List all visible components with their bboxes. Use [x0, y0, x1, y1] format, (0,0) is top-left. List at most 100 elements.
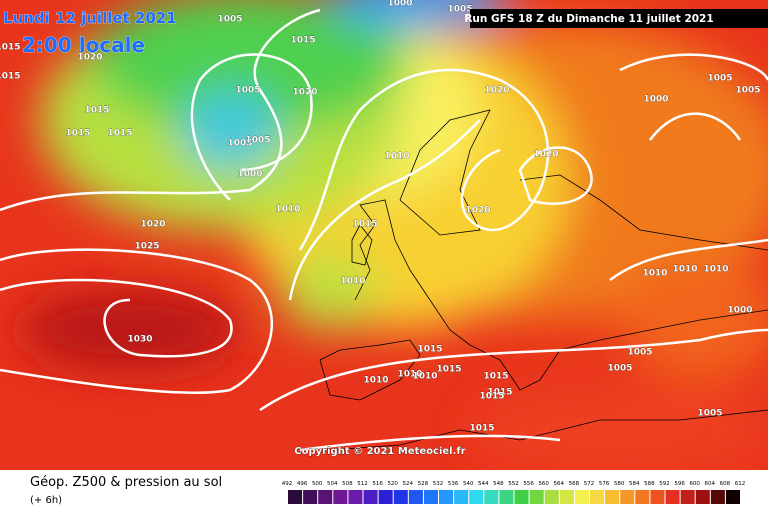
scale-swatch: [590, 490, 605, 504]
scale-swatch: [650, 490, 665, 504]
run-info: Run GFS 18 Z du Dimanche 11 juillet 2021: [464, 13, 713, 25]
field: 1005 1000 1005 1015 1020 1015 1015 1005 1020 1015…: [0, 0, 768, 470]
scale-swatch: [680, 490, 695, 504]
scale-swatch: [695, 490, 710, 504]
scale-swatch: [529, 490, 544, 504]
scale-label: 564: [554, 481, 565, 487]
isobar-label: 1025: [134, 242, 159, 252]
scale-swatch: [665, 490, 680, 504]
isobar-label: 1020: [292, 88, 317, 98]
isobar-label: 1000: [237, 170, 262, 180]
scale-label: 576: [599, 481, 610, 487]
isobar-label: 1010: [275, 205, 300, 215]
scale-label: 536: [448, 481, 459, 487]
scale-swatch: [484, 490, 499, 504]
isobar-label: 1010: [703, 265, 728, 275]
scale-swatch: [635, 490, 650, 504]
scale-swatch: [333, 490, 348, 504]
isobar-label: 1005: [245, 136, 270, 146]
scale-swatch: [318, 490, 333, 504]
scale-swatch: [408, 490, 423, 504]
isobar-label: 1015: [84, 106, 109, 116]
scale-swatch: [544, 490, 559, 504]
isobar-label: 1005: [735, 86, 760, 96]
scale-label: 512: [357, 481, 368, 487]
scale-swatch: [423, 490, 438, 504]
scale-swatch: [363, 490, 378, 504]
isobar-label: 1005: [227, 139, 252, 149]
scale-label: 596: [674, 481, 685, 487]
scale-label: 528: [418, 481, 429, 487]
isobar-label: 1010: [642, 269, 667, 279]
scale-swatch: [710, 490, 725, 504]
scale-swatch: [469, 490, 484, 504]
isobar-label: 1010: [363, 376, 388, 386]
scale-label: 580: [614, 481, 625, 487]
isobar-label: 1015: [436, 365, 461, 375]
scale-swatch: [454, 490, 469, 504]
scale-label: 592: [659, 481, 670, 487]
date: Lundi 12 juillet 2021: [3, 9, 177, 27]
scale-label: 516: [372, 481, 383, 487]
isobar-label: 1010: [412, 372, 437, 382]
isobar-label: 1005: [707, 74, 732, 84]
legend-title: Géop. Z500 & pression au sol: [30, 475, 222, 490]
isobar-label: 1005: [447, 5, 472, 15]
copyright: Copyright © 2021 Meteociel.fr: [294, 446, 465, 457]
scale-label: 500: [312, 481, 323, 487]
scale-swatch: [514, 490, 529, 504]
isobar-label: 1000: [727, 306, 752, 316]
scale-label: 588: [644, 481, 655, 487]
scale-label: 504: [327, 481, 338, 487]
scale-label: 496: [297, 481, 308, 487]
isobar-label: 1005: [235, 86, 260, 96]
isobar-label: 1020: [465, 206, 490, 216]
isobar-label: 1005: [217, 15, 242, 25]
isobar-label: 1015: [65, 129, 90, 139]
isobar-label: 1010: [340, 277, 365, 287]
scale-label: 520: [387, 481, 398, 487]
scale-label: 560: [538, 481, 549, 487]
isobar-label: 1015: [469, 424, 494, 434]
scale-label: 552: [508, 481, 519, 487]
isobar-label: 1020: [77, 53, 102, 63]
isobar-label: 1010: [384, 152, 409, 162]
isobar-label: 1015: [483, 372, 508, 382]
coastlines: [319, 109, 768, 451]
scale-swatch: [378, 490, 393, 504]
scale-label: 572: [584, 481, 595, 487]
isobar-label: 1010: [672, 265, 697, 275]
scale-label: 492: [282, 481, 293, 487]
isobar-label: 1015: [479, 392, 504, 402]
scale-label: 524: [403, 481, 414, 487]
scale-swatch: [393, 490, 408, 504]
scale-label: 600: [689, 481, 700, 487]
scale-label: 568: [569, 481, 580, 487]
scale-label: 540: [463, 481, 474, 487]
run-box: [470, 9, 768, 28]
isobar-label: 1015: [0, 43, 21, 53]
scale-swatch: [559, 490, 574, 504]
color-scale: 492 496 500 504 508 512 516 520 524 528 532 536 540 5…: [282, 481, 746, 504]
isobar-label: 1000: [387, 0, 412, 9]
isobar-label: 1030: [127, 335, 152, 345]
scale-label: 612: [735, 481, 746, 487]
scale-swatch: [439, 490, 454, 504]
scale-swatch: [303, 490, 318, 504]
scale-label: 608: [720, 481, 731, 487]
isobar-label: 1005: [627, 348, 652, 358]
isobar-label: 1015: [417, 345, 442, 355]
local-time: 2:00 locale: [22, 33, 145, 57]
isobar-label: 1015: [352, 220, 377, 230]
scale-label: 584: [629, 481, 640, 487]
isobar-label: 1020: [484, 86, 509, 96]
scale-swatch: [348, 490, 363, 504]
isobar-label: 1015: [107, 129, 132, 139]
scale-label: 532: [433, 481, 444, 487]
isobar-label: 1010: [397, 370, 422, 380]
scale-swatch: [725, 490, 740, 504]
scale-label: 556: [523, 481, 534, 487]
scale-swatch: [499, 490, 514, 504]
isobar-label: 1015: [0, 72, 21, 82]
